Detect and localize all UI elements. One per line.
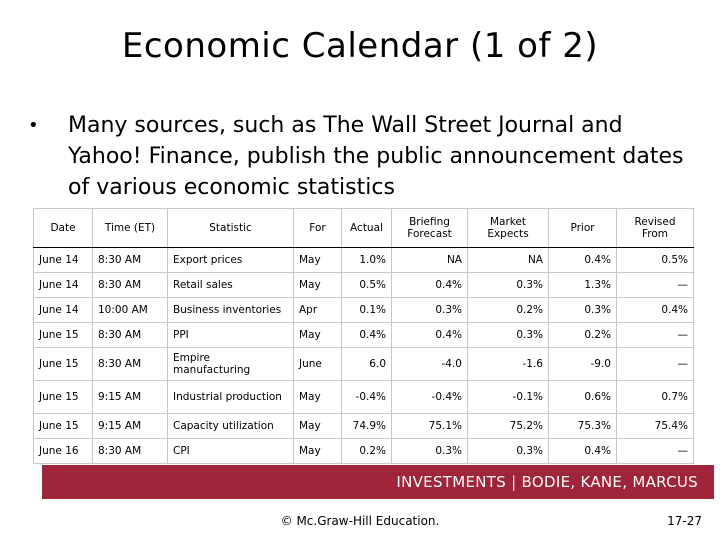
cell-statistic: Export prices [167, 247, 294, 273]
cell-date: June 15 [33, 347, 93, 381]
cell-time: 10:00 AM [92, 297, 168, 323]
cell-time: 8:30 AM [92, 272, 168, 298]
cell-prior: 0.6% [548, 380, 617, 414]
cell-briefing-forecast: 75.1% [391, 413, 468, 439]
cell-statistic: CPI [167, 438, 294, 464]
cell-time: 8:30 AM [92, 322, 168, 348]
cell-market-expects: 75.2% [467, 413, 549, 439]
bullet-icon: • [28, 115, 39, 136]
cell-date: June 14 [33, 247, 93, 273]
cell-actual: 74.9% [341, 413, 392, 439]
cell-for: Apr [293, 297, 342, 323]
cell-for: May [293, 438, 342, 464]
cell-time: 9:15 AM [92, 380, 168, 414]
cell-actual: -0.4% [341, 380, 392, 414]
header-prior: Prior [548, 208, 617, 248]
cell-revised-from: 0.7% [616, 380, 694, 414]
cell-market-expects: -0.1% [467, 380, 549, 414]
cell-revised-from: — [616, 438, 694, 464]
cell-actual: 1.0% [341, 247, 392, 273]
table-row: June 15 9:15 AM Capacity utilization May… [33, 413, 694, 439]
page-number: 17-27 [667, 514, 702, 528]
header-actual: Actual [341, 208, 392, 248]
cell-date: June 15 [33, 413, 93, 439]
header-statistic: Statistic [167, 208, 294, 248]
cell-actual: 0.2% [341, 438, 392, 464]
cell-briefing-forecast: 0.3% [391, 297, 468, 323]
cell-prior: 0.4% [548, 438, 617, 464]
cell-revised-from: 0.5% [616, 247, 694, 273]
header-time: Time (ET) [92, 208, 168, 248]
cell-revised-from: 0.4% [616, 297, 694, 323]
cell-briefing-forecast: 0.3% [391, 438, 468, 464]
cell-prior: -9.0 [548, 347, 617, 381]
copyright-notice: © Mc.Graw-Hill Education. [280, 514, 440, 528]
cell-time: 8:30 AM [92, 347, 168, 381]
cell-prior: 0.2% [548, 322, 617, 348]
cell-statistic: Capacity utilization [167, 413, 294, 439]
cell-date: June 15 [33, 322, 93, 348]
cell-actual: 0.5% [341, 272, 392, 298]
cell-actual: 0.4% [341, 322, 392, 348]
cell-statistic: Industrial production [167, 380, 294, 414]
cell-for: June [293, 347, 342, 381]
slide-title: Economic Calendar (1 of 2) [121, 26, 599, 66]
cell-time: 8:30 AM [92, 247, 168, 273]
cell-market-expects: -1.6 [467, 347, 549, 381]
publisher-banner: INVESTMENTS | BODIE, KANE, MARCUS [42, 465, 714, 499]
cell-actual: 6.0 [341, 347, 392, 381]
cell-statistic: Empire manufacturing [167, 347, 294, 381]
cell-revised-from: — [616, 347, 694, 381]
cell-prior: 0.4% [548, 247, 617, 273]
table-row: June 15 9:15 AM Industrial production Ma… [33, 380, 694, 414]
cell-briefing-forecast: -4.0 [391, 347, 468, 381]
table-row: June 15 8:30 AM Empire manufacturing Jun… [33, 347, 694, 381]
cell-for: May [293, 247, 342, 273]
cell-briefing-forecast: 0.4% [391, 322, 468, 348]
cell-date: June 14 [33, 272, 93, 298]
cell-briefing-forecast: 0.4% [391, 272, 468, 298]
cell-market-expects: 0.2% [467, 297, 549, 323]
header-revised-from: Revised From [616, 208, 694, 248]
economic-calendar-table: Date Time (ET) Statistic For Actual Brie… [33, 208, 694, 464]
cell-time: 9:15 AM [92, 413, 168, 439]
cell-market-expects: 0.3% [467, 438, 549, 464]
cell-briefing-forecast: NA [391, 247, 468, 273]
cell-statistic: PPI [167, 322, 294, 348]
header-briefing-forecast: Briefing Forecast [391, 208, 468, 248]
cell-date: June 14 [33, 297, 93, 323]
cell-market-expects: NA [467, 247, 549, 273]
cell-for: May [293, 272, 342, 298]
cell-for: May [293, 380, 342, 414]
cell-actual: 0.1% [341, 297, 392, 323]
cell-market-expects: 0.3% [467, 322, 549, 348]
bullet-text: Many sources, such as The Wall Street Jo… [68, 113, 684, 200]
cell-prior: 1.3% [548, 272, 617, 298]
cell-statistic: Business inventories [167, 297, 294, 323]
cell-revised-from: 75.4% [616, 413, 694, 439]
cell-date: June 15 [33, 380, 93, 414]
header-for: For [293, 208, 342, 248]
bullet-point: • Many sources, such as The Wall Street … [28, 110, 708, 203]
header-date: Date [33, 208, 93, 248]
table-row: June 14 8:30 AM Export prices May 1.0% N… [33, 247, 694, 273]
table-row: June 14 8:30 AM Retail sales May 0.5% 0.… [33, 272, 694, 298]
cell-statistic: Retail sales [167, 272, 294, 298]
table-row: June 15 8:30 AM PPI May 0.4% 0.4% 0.3% 0… [33, 322, 694, 348]
cell-for: May [293, 413, 342, 439]
cell-time: 8:30 AM [92, 438, 168, 464]
table-row: June 16 8:30 AM CPI May 0.2% 0.3% 0.3% 0… [33, 438, 694, 464]
cell-date: June 16 [33, 438, 93, 464]
cell-prior: 75.3% [548, 413, 617, 439]
table-row: June 14 10:00 AM Business inventories Ap… [33, 297, 694, 323]
cell-for: May [293, 322, 342, 348]
cell-briefing-forecast: -0.4% [391, 380, 468, 414]
banner-text: INVESTMENTS | BODIE, KANE, MARCUS [396, 473, 698, 491]
cell-prior: 0.3% [548, 297, 617, 323]
table-header-row: Date Time (ET) Statistic For Actual Brie… [33, 208, 694, 248]
cell-revised-from: — [616, 322, 694, 348]
cell-market-expects: 0.3% [467, 272, 549, 298]
header-market-expects: Market Expects [467, 208, 549, 248]
cell-revised-from: — [616, 272, 694, 298]
